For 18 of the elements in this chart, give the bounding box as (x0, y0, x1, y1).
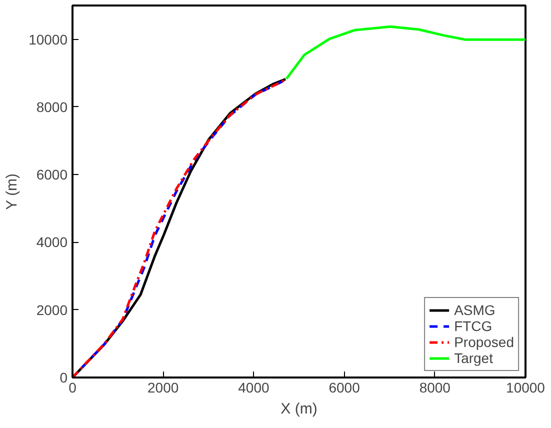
y-axis-title: Y (m) (4, 173, 21, 210)
x-tick-label: 6000 (328, 380, 360, 396)
y-tick-label: 4000 (36, 234, 68, 250)
x-axis-title: X (m) (280, 400, 318, 418)
legend-label: ASMG (454, 302, 496, 318)
y-tick-label: 8000 (36, 98, 68, 115)
y-tick-label: 6000 (36, 166, 68, 183)
legend-label: Proposed (454, 334, 514, 350)
x-tick-label: 10000 (506, 380, 546, 396)
y-tick-label: 2000 (36, 302, 68, 318)
legend-label: FTCG (454, 318, 492, 334)
y-tick-label: 0 (60, 370, 68, 386)
line-series (285, 25, 526, 80)
x-tick-label: 2000 (148, 380, 179, 396)
x-tick-label: 8000 (419, 380, 451, 396)
x-tick-label: 4000 (238, 380, 270, 396)
y-tick-label: 10000 (28, 31, 68, 48)
legend-label: Target (454, 350, 493, 366)
